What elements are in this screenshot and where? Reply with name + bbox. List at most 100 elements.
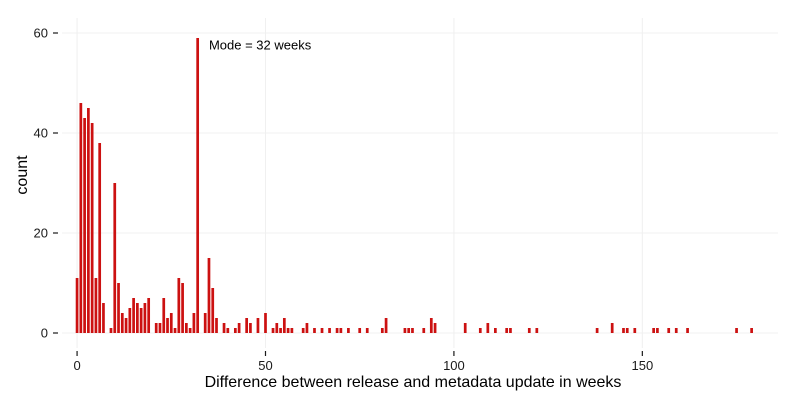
histogram-bar [313,328,316,333]
histogram-bar [282,318,286,333]
histogram-bar [245,318,249,333]
histogram-bar [403,328,407,333]
histogram-bar [301,328,305,333]
histogram-bar [120,313,124,333]
histogram-bar [320,328,324,333]
histogram-bar [192,313,196,333]
histogram-bar [422,328,426,333]
grid-lines [62,18,778,348]
histogram-bar [463,323,467,333]
histogram-bar [166,318,169,333]
histogram-bar [735,328,738,333]
histogram-bar [113,183,117,333]
histogram-bar [256,318,260,333]
histogram-bar [143,303,147,333]
y-tick-label: 60 [34,26,48,41]
histogram-bar [154,323,158,333]
histogram-bar [87,108,90,333]
histogram-bars [75,38,753,333]
histogram-bar [275,323,279,333]
histogram-bar [75,278,79,333]
histogram-bar [535,328,539,333]
x-tick-label: 50 [258,358,272,373]
histogram-bar [169,313,173,333]
histogram-bar [188,328,192,333]
histogram-bar [90,123,94,333]
histogram-bar [109,328,113,333]
histogram-bar [305,323,309,333]
histogram-bar [147,298,151,333]
histogram-bar [226,328,230,333]
histogram-bar [215,318,218,333]
histogram-bar [411,328,414,333]
histogram-bar [286,328,290,333]
histogram-bar [233,328,237,333]
histogram-bar [185,323,188,333]
histogram-bar [279,328,282,333]
histogram-bar [652,328,655,333]
histogram-bar [505,328,509,333]
histogram-bar [264,313,267,333]
y-tick-label: 20 [34,226,48,241]
histogram-bar [249,323,252,333]
histogram-bar [625,328,629,333]
histogram-bar [117,283,120,333]
histogram-bar [181,283,184,333]
x-axis: 0 50 100 150 [73,351,653,373]
histogram-bar [98,143,102,333]
histogram-bar [203,313,207,333]
x-tick-label: 150 [631,358,653,373]
histogram-bar [478,328,482,333]
y-axis: 0 20 40 60 [34,26,58,341]
histogram-bar [290,328,294,333]
histogram-bar [494,328,497,333]
histogram-bar [162,298,166,333]
y-tick-label: 40 [34,126,48,141]
y-tick-label: 0 [41,326,48,341]
histogram-bar [407,328,411,333]
histogram-bar [177,278,181,333]
x-axis-title: Difference between release and metadata … [205,374,622,391]
histogram-bar [222,323,226,333]
histogram-bar [384,318,388,333]
histogram-bar [335,328,339,333]
histogram-bar [667,328,671,333]
histogram-bar [173,328,177,333]
histogram-bar [365,328,369,333]
histogram-bar [79,103,83,333]
histogram-bar [380,328,384,333]
histogram-bar [486,323,490,333]
x-tick-label: 100 [443,358,465,373]
histogram-bar [347,328,350,333]
histogram-bar [358,328,362,333]
histogram-bar [83,118,86,333]
histogram-bar [207,258,211,333]
histogram-bar [328,328,331,333]
histogram-bar [211,288,215,333]
mode-annotation: Mode = 32 weeks [209,38,312,53]
histogram-bar [94,278,98,333]
histogram-bar [633,328,637,333]
histogram-bar [158,323,162,333]
histogram-bar [433,323,437,333]
histogram-bar [237,323,241,333]
histogram-bar [686,328,689,333]
histogram-bar [102,303,105,333]
x-tick-label: 0 [73,358,80,373]
histogram-bar [750,328,753,333]
histogram-bar [196,38,200,333]
histogram-bar [139,308,143,333]
histogram-bar [132,298,135,333]
histogram-bar [622,328,625,333]
histogram-bar [656,328,659,333]
histogram-bar [527,328,531,333]
histogram-bar [128,308,132,333]
histogram-bar [429,318,433,333]
y-axis-title: count [14,155,31,195]
histogram-bar [509,328,512,333]
histogram-bar [136,303,139,333]
histogram-bar [674,328,678,333]
histogram-bar [271,328,275,333]
histogram-bar [610,323,614,333]
